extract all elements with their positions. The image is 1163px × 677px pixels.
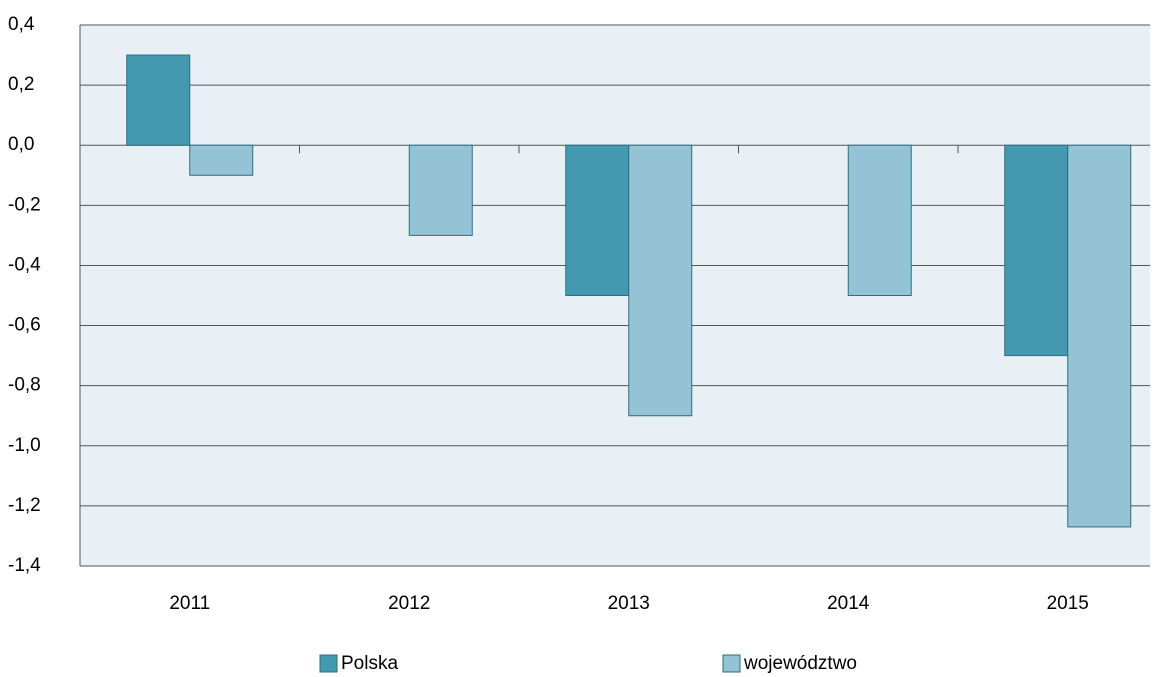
- y-tick-label: -0,2: [8, 194, 41, 215]
- y-tick-label: -1,2: [8, 495, 41, 516]
- bar: [1067, 144, 1132, 528]
- bar: [408, 144, 473, 236]
- x-tick-label: 2012: [388, 593, 430, 614]
- bar: [189, 144, 254, 176]
- y-tick-label: -0,6: [8, 315, 41, 336]
- legend-swatch: [722, 654, 741, 673]
- y-tick-label: -0,8: [8, 375, 41, 396]
- bar: [565, 144, 630, 296]
- y-tick-label: -1,4: [8, 555, 41, 576]
- y-tick-label: 0,2: [8, 74, 34, 95]
- bar: [126, 54, 191, 146]
- legend-swatch: [319, 654, 338, 673]
- y-tick-label: 0,0: [8, 134, 34, 155]
- legend-label: województwo: [743, 653, 857, 674]
- y-tick-label: -0,4: [8, 254, 41, 275]
- bar: [847, 144, 912, 296]
- bar: [628, 144, 693, 417]
- y-tick-label: 0,4: [8, 14, 35, 35]
- x-tick-label: 2011: [169, 593, 210, 614]
- x-tick-label: 2013: [608, 593, 650, 614]
- bar: [1004, 144, 1069, 357]
- y-tick-label: -1,0: [8, 435, 41, 456]
- x-tick-label: 2014: [827, 593, 870, 614]
- legend-label: Polska: [341, 653, 398, 674]
- x-tick-label: 2015: [1047, 593, 1089, 614]
